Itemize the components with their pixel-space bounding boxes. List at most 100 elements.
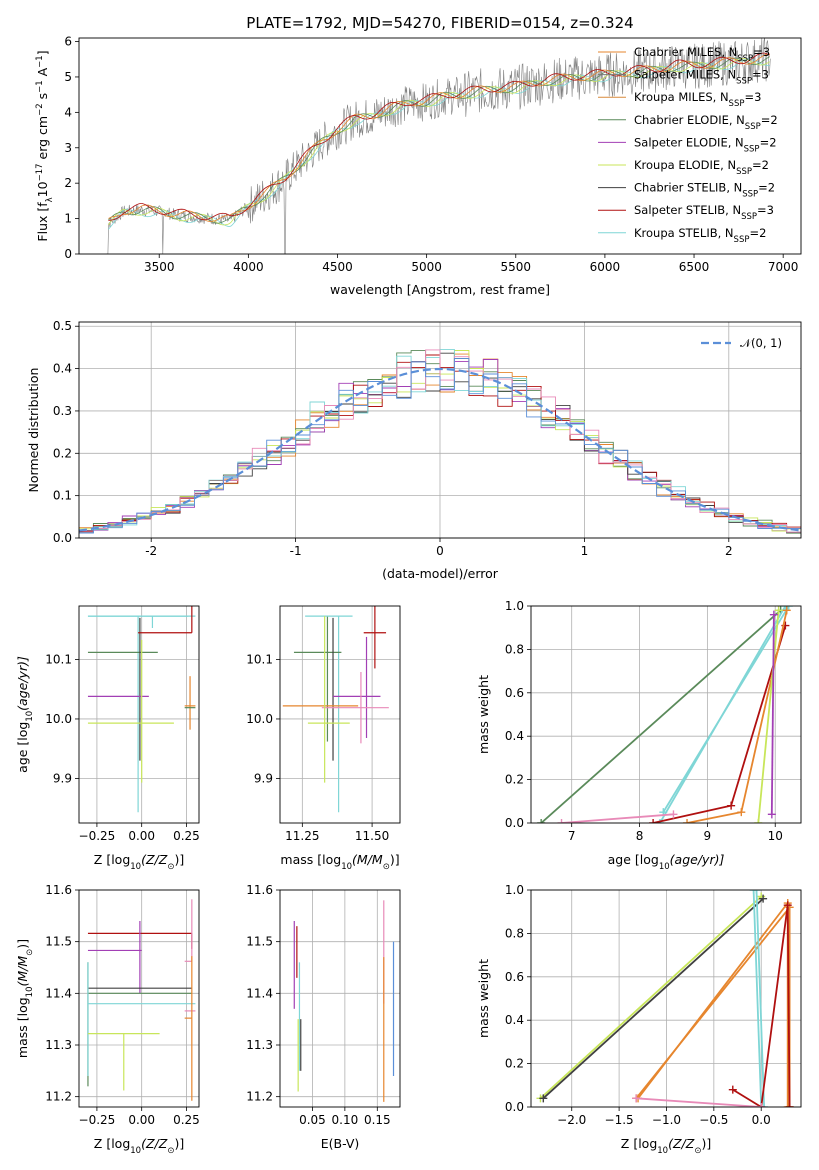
y-tick-label: 0.5 [53,319,72,333]
residual-histogram-step [79,357,801,534]
axes-frame [530,889,802,1108]
x-tick-label: −1.5 [605,1113,634,1127]
age-vs-mass-panel: 11.25 11.50 9.9 10.0 10.1 mass [log10(M/M⊙)] [246,605,401,872]
weight-vs-age-panel: 7 8 9 10 0.0 0.2 0.4 0.6 0.8 1.0 age [log10(age/yr… [476,599,802,872]
y-tick-label: 10.0 [45,712,72,726]
x-tick-label: 2 [725,544,733,558]
legend-entry: Chabrier MILES, NSSP=3 [634,45,770,64]
x-axis-label: Z [log10(Z/Z⊙)] [94,1136,184,1156]
figure-title: PLATE=1792, MJD=54270, FIBERID=0154, z=0… [246,14,633,32]
legend-entry: Chabrier ELODIE, NSSP=2 [634,113,778,132]
x-tick-label: 0.00 [128,829,155,843]
weight-marker [749,890,758,894]
x-tick-label: 10 [768,829,783,843]
y-tick-label: 11.5 [246,935,273,949]
y-tick-label: 1.0 [505,599,524,613]
y-tick-label: 11.4 [45,986,72,1000]
weight-marker [783,1103,792,1107]
age-vs-metallicity-panel: −0.25 0.00 0.25 9.9 10.0 10.1 Z [log10(Z/Z⊙)] a… [15,605,200,872]
weight-line [662,606,790,813]
plot-area [536,890,794,1107]
plot-area [87,899,196,1101]
y-axis-label: Flux [fλ10−17 erg cm−2 s−1 A−1] [35,50,55,241]
x-tick-label: 7 [568,829,576,843]
y-tick-label: 11.5 [45,935,72,949]
y-tick-label: 0.2 [505,773,524,787]
x-tick-label: -1 [290,544,302,558]
y-axis-label: mass weight [476,675,491,754]
y-tick-label: 9.9 [254,771,273,785]
weight-marker [760,1103,769,1107]
weight-line [732,905,791,1107]
model-spectrum-line [108,53,770,222]
x-tick-label: −2.0 [557,1113,586,1127]
spectrum-legend: Chabrier MILES, NSSP=3 Salpeter MILES, NS… [598,45,778,245]
weight-marker [669,810,678,819]
x-axis-label: Z [log10(Z/Z⊙)] [94,852,184,872]
weight-marker [539,1094,548,1103]
legend-entry: Salpeter STELIB, NSSP=3 [634,203,774,222]
y-tick-label: 0.2 [53,446,72,460]
weight-line [635,904,791,1107]
legend-entry: Kroupa ELODIE, NSSP=2 [634,158,769,177]
y-tick-label: 11.6 [45,883,72,897]
x-tick-label: 6000 [590,260,621,274]
plot-area [87,606,196,813]
y-tick-label: 2 [64,176,72,190]
y-tick-label: 0.4 [505,1013,524,1027]
x-axis-label: age [log10(age/yr)] [608,852,725,872]
x-tick-label: -2 [145,544,157,558]
x-tick-label: 0 [436,544,444,558]
weight-marker [632,1094,641,1103]
y-tick-label: 0.0 [505,1100,524,1114]
x-tick-label: −0.5 [699,1113,728,1127]
x-tick-label: 6500 [679,260,710,274]
y-tick-label: 0.2 [505,1057,524,1071]
y-tick-label: 3 [64,141,72,155]
weight-marker [655,819,664,823]
y-tick-label: 11.3 [45,1038,72,1052]
weight-marker [757,1103,766,1107]
mass-vs-ebv-panel: 0.05 0.10 0.15 11.2 11.3 11.4 11.5 11.6 E(B-V) [246,883,401,1151]
y-tick-label: 5 [64,70,72,84]
x-tick-label: 9 [704,829,712,843]
y-axis-label: mass weight [476,959,491,1038]
x-tick-label: 7000 [768,260,799,274]
legend-entry: Chabrier STELIB, NSSP=2 [634,181,775,200]
weight-vs-metallicity-panel: −2.0 −1.5 −1.0 −0.5 0.0 0.0 0.2 0.4 0.6 0.8 1.0 Z [… [476,883,802,1156]
y-tick-label: 0.0 [53,531,72,545]
x-tick-label: 0.25 [173,1113,200,1127]
x-tick-label: 5500 [500,260,531,274]
weight-marker [782,606,791,615]
axes-frame [78,889,200,1108]
x-tick-label: 11.25 [285,829,319,843]
weight-marker [785,1103,794,1107]
y-tick-label: 11.3 [246,1038,273,1052]
x-axis-label: E(B-V) [321,1136,360,1151]
legend-entry: Kroupa MILES, NSSP=3 [634,90,761,109]
y-tick-label: 0.6 [505,686,524,700]
mass-vs-metallicity-panel: −0.25 0.00 0.25 11.2 11.3 11.4 11.5 11.6 Z [log1… [15,883,200,1156]
y-tick-label: 0.1 [53,489,72,503]
weight-marker [728,1085,737,1094]
plot-area [105,38,771,254]
axes-frame [78,605,200,824]
weight-marker [683,819,692,823]
x-tick-label: 8 [636,829,644,843]
x-axis-label: (data-model)/error [382,566,499,581]
y-tick-label: 10.1 [246,653,273,667]
weight-line [652,625,787,823]
y-tick-label: 11.6 [246,883,273,897]
x-tick-label: 0.05 [299,1113,326,1127]
model-spectrum-line [108,58,770,230]
model-spectrum-line [108,52,770,221]
weight-marker [769,610,778,619]
normal-distribution-curve [79,367,801,532]
weight-line [752,890,763,1107]
x-tick-label: −0.25 [79,829,116,843]
x-tick-label: 4500 [322,260,353,274]
weight-line [757,610,780,823]
plot-area [79,348,801,534]
weight-marker [737,808,746,817]
